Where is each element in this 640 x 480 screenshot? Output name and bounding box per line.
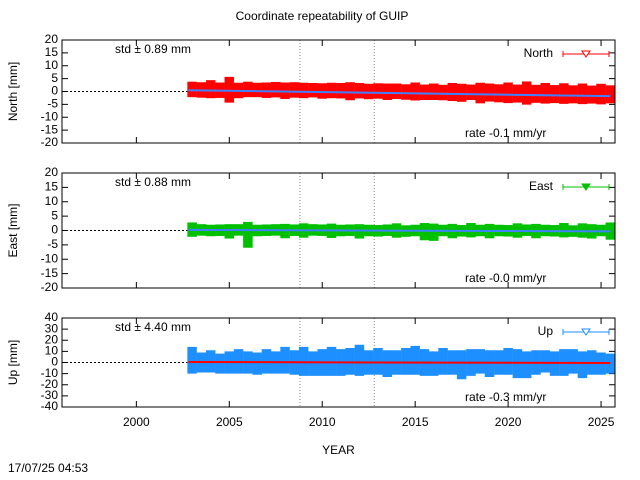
y-tick-label: 0 <box>51 84 58 98</box>
y-tick-label: 10 <box>45 194 59 208</box>
y-tick-label: 5 <box>51 208 58 222</box>
chart-title: Coordinate repeatability of GUIP <box>236 9 409 23</box>
y-axis-label: East [mm] <box>6 203 20 257</box>
y-tick-label: 5 <box>51 71 58 85</box>
legend-label: Up <box>538 324 554 338</box>
y-tick-label: -5 <box>47 237 58 251</box>
y-tick-label: -5 <box>47 97 58 111</box>
x-tick-label: 2005 <box>216 415 243 429</box>
plot-frame <box>61 317 616 408</box>
y-tick-label: -15 <box>41 122 59 136</box>
std-label: std ± 4.40 mm <box>115 320 191 334</box>
series <box>187 221 615 248</box>
std-label: std ± 0.88 mm <box>115 175 191 189</box>
std-label: std ± 0.89 mm <box>115 42 191 56</box>
y-tick-label: 10 <box>45 344 59 358</box>
y-tick-label: -10 <box>41 109 59 123</box>
rate-label: rate -0.3 mm/yr <box>465 390 546 404</box>
legend-marker <box>581 50 591 58</box>
y-tick-label: 20 <box>45 165 59 179</box>
y-tick-label: -10 <box>41 251 59 265</box>
legend-marker <box>581 328 591 336</box>
y-tick-label: 20 <box>45 332 59 346</box>
y-tick-label: -15 <box>41 266 59 280</box>
y-tick-label: 10 <box>45 58 59 72</box>
y-tick-label: -30 <box>41 388 59 402</box>
y-tick-label: -20 <box>41 377 59 391</box>
y-tick-label: 40 <box>45 310 59 324</box>
timestamp: 17/07/25 04:53 <box>8 461 88 475</box>
x-axis-label: YEAR <box>322 443 355 457</box>
y-tick-label: 0 <box>51 355 58 369</box>
series <box>187 76 615 105</box>
trend-line <box>188 89 611 98</box>
y-tick-label: 30 <box>45 321 59 335</box>
y-tick-label: -20 <box>41 135 59 149</box>
x-tick-label: 2000 <box>123 415 150 429</box>
x-tick-label: 2015 <box>402 415 429 429</box>
y-tick-label: -20 <box>41 280 59 294</box>
legend-label: North <box>524 46 553 60</box>
trend-line <box>188 228 611 233</box>
y-tick-label: 15 <box>45 180 59 194</box>
trend-line <box>188 360 611 365</box>
y-tick-label: 0 <box>51 223 58 237</box>
y-axis-label: North [mm] <box>6 62 20 121</box>
x-tick-label: 2025 <box>588 415 615 429</box>
y-tick-label: -40 <box>41 399 59 413</box>
x-tick-label: 2020 <box>495 415 522 429</box>
y-axis-label: Up [mm] <box>6 340 20 385</box>
plot-frame <box>61 172 616 289</box>
y-tick-label: 15 <box>45 45 59 59</box>
y-tick-label: -10 <box>41 366 59 380</box>
legend-marker <box>581 183 591 191</box>
rate-label: rate -0.1 mm/yr <box>465 126 546 140</box>
x-tick-label: 2010 <box>309 415 336 429</box>
plot-frame <box>61 39 616 144</box>
legend-label: East <box>529 179 554 193</box>
rate-label: rate -0.0 mm/yr <box>465 271 546 285</box>
y-tick-label: 20 <box>45 32 59 46</box>
